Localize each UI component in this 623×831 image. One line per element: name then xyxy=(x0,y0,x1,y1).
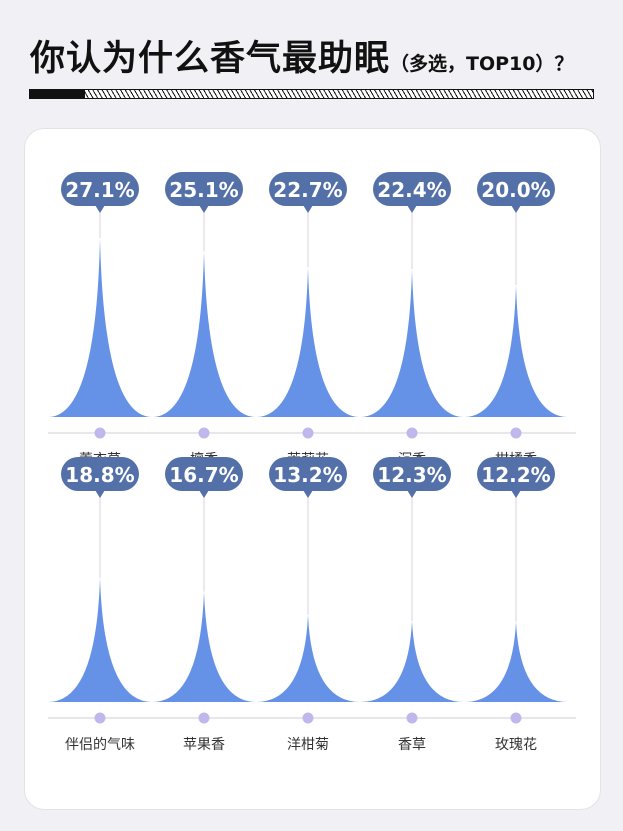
spike-洋柑菊 xyxy=(256,614,360,702)
data-label: 12.2% xyxy=(481,463,550,487)
value-bubble xyxy=(373,457,451,491)
axis-dot xyxy=(406,712,418,724)
bubble-pointer xyxy=(303,205,313,213)
bubble-pointer xyxy=(199,490,209,498)
axis-dot xyxy=(510,427,522,439)
value-bubble xyxy=(269,457,347,491)
data-label: 12.3% xyxy=(377,463,446,487)
title-divider xyxy=(29,89,594,99)
bubble-pointer xyxy=(199,205,209,213)
spike-玫瑰花 xyxy=(464,621,568,702)
axis-dot xyxy=(302,427,314,439)
category-label: 香草 xyxy=(398,737,426,753)
bubble-pointer xyxy=(407,490,417,498)
category-label: 伴侣的气味 xyxy=(65,737,135,753)
axis-dot xyxy=(406,427,418,439)
bubble-pointer xyxy=(511,490,521,498)
axis-dot xyxy=(302,712,314,724)
axis-dot xyxy=(198,712,210,724)
spike-茉莉花 xyxy=(256,267,360,417)
bubble-pointer xyxy=(303,490,313,498)
value-bubble xyxy=(165,457,243,491)
spike-檀香 xyxy=(152,251,256,417)
chart-row-1: 27.1%薰衣草25.1%檀香22.7%茉莉花22.4%沉香20.0%柑橘香 xyxy=(48,172,576,468)
bubble-pointer xyxy=(407,205,417,213)
data-label: 16.7% xyxy=(169,463,238,487)
data-label: 22.7% xyxy=(273,178,342,202)
data-label: 25.1% xyxy=(169,178,238,202)
spike-柑橘香 xyxy=(464,285,568,417)
category-label: 苹果香 xyxy=(183,737,225,753)
category-label: 洋柑菊 xyxy=(287,737,329,753)
spike-薰衣草 xyxy=(48,238,152,417)
spike-伴侣的气味 xyxy=(48,577,152,702)
value-bubble xyxy=(269,172,347,206)
axis-dot xyxy=(94,712,106,724)
value-bubble xyxy=(61,172,139,206)
title-sub: （多选，TOP10）？ xyxy=(390,53,574,75)
value-bubble xyxy=(477,172,555,206)
title-main: 你认为什么香气最助眠 xyxy=(30,39,391,79)
axis-dot xyxy=(510,712,522,724)
axis-dot xyxy=(198,427,210,439)
data-label: 20.0% xyxy=(481,178,550,202)
bubble-pointer xyxy=(95,205,105,213)
category-label: 玫瑰花 xyxy=(495,737,537,753)
data-label: 27.1% xyxy=(65,178,134,202)
data-label: 22.4% xyxy=(377,178,446,202)
spike-苹果香 xyxy=(152,591,256,702)
spike-沉香 xyxy=(360,269,464,417)
value-bubble xyxy=(477,457,555,491)
data-label: 18.8% xyxy=(65,463,134,487)
page-title: 你认为什么香气最助眠（多选，TOP10）？ xyxy=(30,30,574,81)
spike-香草 xyxy=(360,620,464,702)
bubble-pointer xyxy=(511,205,521,213)
data-label: 13.2% xyxy=(273,463,342,487)
value-bubble xyxy=(165,172,243,206)
value-bubble xyxy=(61,457,139,491)
value-bubble xyxy=(373,172,451,206)
bubble-pointer xyxy=(95,490,105,498)
chart-row-2: 18.8% 伴侣的气味 16.7% 苹果香 13.2% 洋柑菊 12.3% 香草 12.2% 玫瑰… xyxy=(48,457,576,753)
axis-dot xyxy=(94,427,106,439)
